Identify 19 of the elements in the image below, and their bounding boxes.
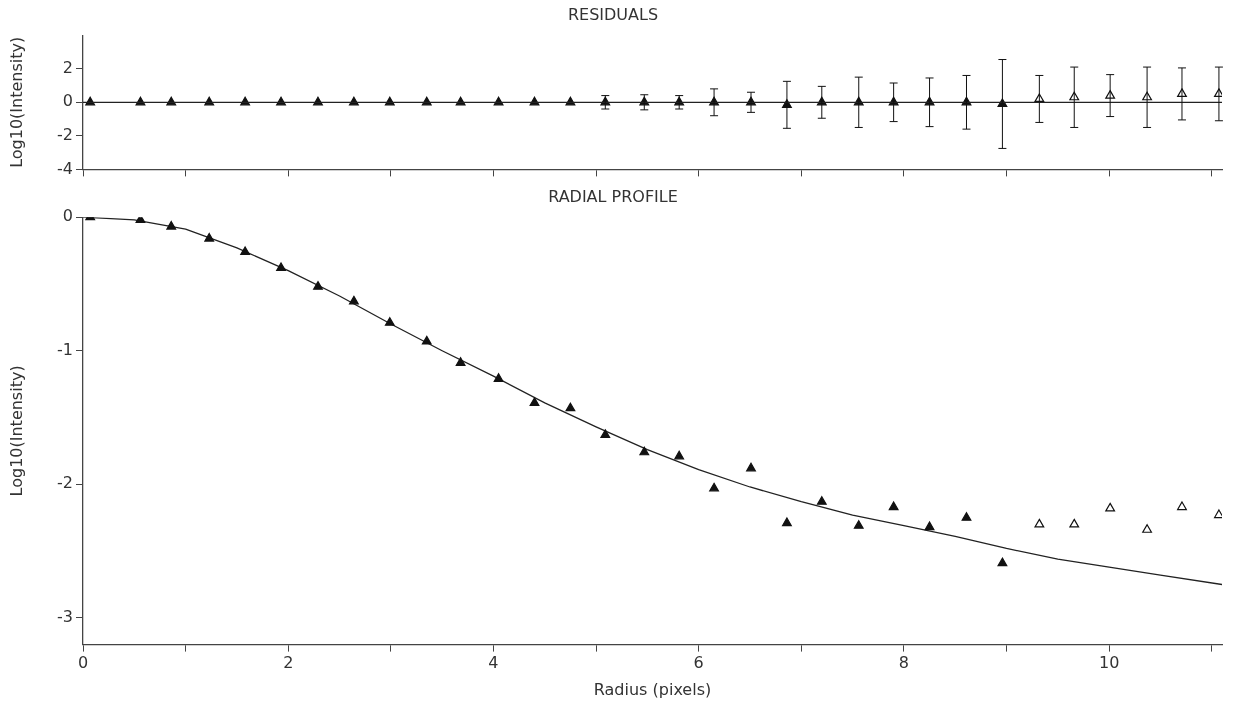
x-tick-label: 10 xyxy=(1098,653,1120,673)
y-axis-title: Log10(Intensity) xyxy=(6,365,26,497)
y-tick-label: 0 xyxy=(62,91,73,111)
y-tick-label: 0 xyxy=(62,206,73,226)
x-tick-label: 4 xyxy=(488,653,499,673)
chart-title: RADIAL PROFILE xyxy=(548,186,678,206)
x-tick-label: 0 xyxy=(77,653,89,673)
x-tick-label: 6 xyxy=(693,653,704,673)
chart-title: RESIDUALS xyxy=(567,4,659,24)
y-axis-title: Log10(Intensity) xyxy=(6,36,26,168)
x-tick-label: 8 xyxy=(898,653,909,673)
y-tick-label: -2 xyxy=(57,473,73,493)
y-tick-label: -3 xyxy=(57,607,73,627)
x-axis-title: Radius (pixels) xyxy=(593,679,712,699)
x-tick-label: 2 xyxy=(283,653,294,673)
y-tick-label: -2 xyxy=(57,125,73,145)
y-tick-label: -1 xyxy=(57,339,73,359)
y-tick-label: -4 xyxy=(57,158,73,178)
y-tick-label: 2 xyxy=(62,57,73,77)
